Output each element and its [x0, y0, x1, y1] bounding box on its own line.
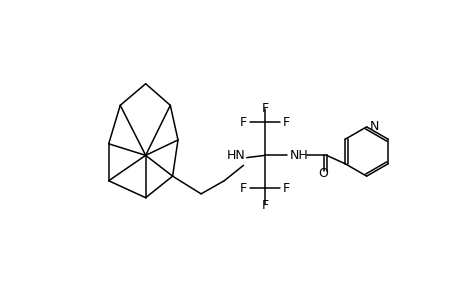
Text: F: F: [261, 102, 268, 115]
Text: F: F: [282, 182, 289, 195]
Text: F: F: [240, 182, 247, 195]
Text: F: F: [282, 116, 289, 129]
Text: N: N: [369, 120, 378, 134]
Text: O: O: [317, 167, 327, 180]
Text: F: F: [261, 199, 268, 212]
Text: HN: HN: [226, 149, 245, 162]
Text: NH: NH: [289, 149, 308, 162]
Text: F: F: [240, 116, 247, 129]
